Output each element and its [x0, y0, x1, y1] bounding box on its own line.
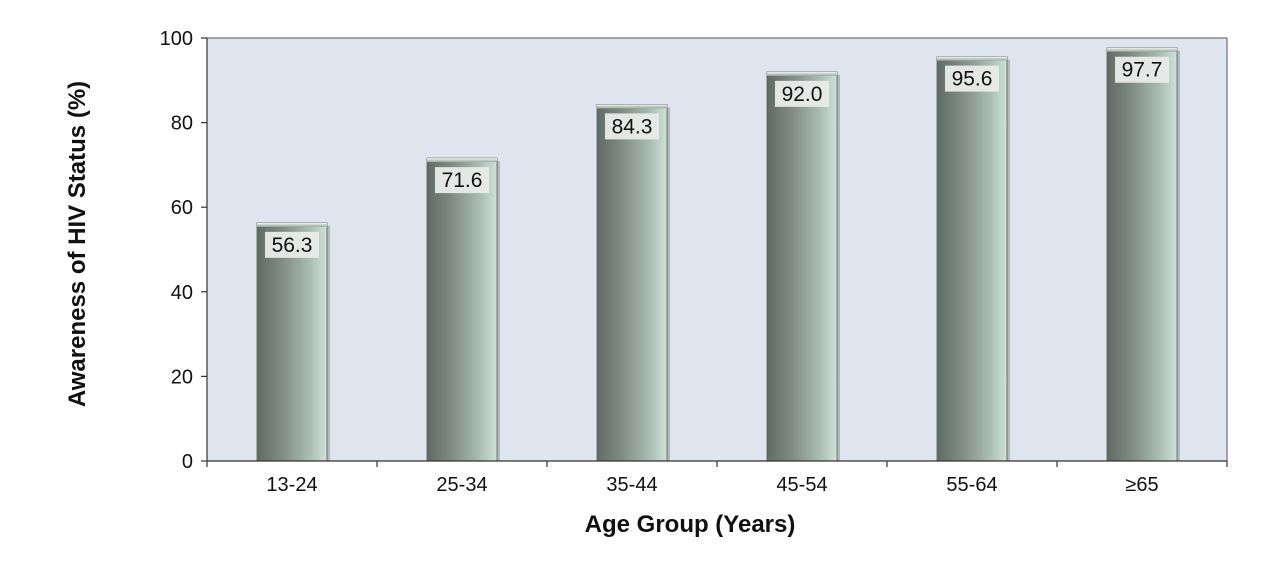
x-tick-label: 25-34 [436, 474, 487, 496]
bar-top-bevel [427, 158, 497, 163]
bar-top-bevel [937, 56, 1007, 61]
x-tick-label: 35-44 [606, 474, 657, 496]
bar-top-bevel [767, 71, 837, 76]
bar [256, 222, 328, 462]
data-label: 56.3 [272, 234, 313, 257]
data-label: 97.7 [1122, 59, 1163, 82]
data-labels-group: 56.3 71.6 84.3 92.0 95.6 97.7 [265, 56, 1169, 258]
data-label-box [945, 65, 999, 92]
y-ticks-group: 0 20 40 60 80 100 [160, 28, 207, 473]
bar-top-bevel [597, 104, 667, 109]
data-label-box [1115, 56, 1169, 83]
x-tick-label: ≥65 [1125, 474, 1158, 496]
x-axis-title: Age Group (Years) [585, 511, 796, 538]
x-tick-label: 55-64 [946, 474, 997, 496]
bar [766, 71, 838, 462]
data-label-box [435, 167, 489, 194]
data-label-box [265, 231, 319, 258]
data-label: 92.0 [782, 83, 823, 106]
y-tick-label: 20 [171, 366, 193, 388]
bar-top-bevel [257, 222, 327, 227]
data-label-box [605, 113, 659, 140]
x-ticks-group: 13-24 25-34 35-44 45-54 55-64 ≥65 [206, 461, 1228, 496]
x-tick-label: 45-54 [776, 474, 827, 496]
bar [596, 104, 668, 462]
plot-area [206, 37, 1228, 462]
y-tick-label: 60 [171, 197, 193, 219]
data-label: 71.6 [442, 169, 483, 192]
bar [426, 157, 498, 462]
y-tick-label: 0 [182, 451, 193, 473]
y-axis-title: Awareness of HIV Status (%) [64, 81, 91, 407]
y-tick-label: 80 [171, 113, 193, 135]
data-label: 84.3 [612, 115, 653, 138]
data-label-box [775, 80, 829, 107]
data-label: 95.6 [952, 68, 993, 91]
bar [1106, 47, 1178, 462]
y-tick-label: 100 [160, 28, 193, 50]
x-tick-label: 13-24 [266, 474, 317, 496]
bars-group [256, 47, 1180, 462]
bar-top-bevel [1107, 47, 1177, 52]
y-tick-label: 40 [171, 282, 193, 304]
bar [936, 56, 1008, 462]
